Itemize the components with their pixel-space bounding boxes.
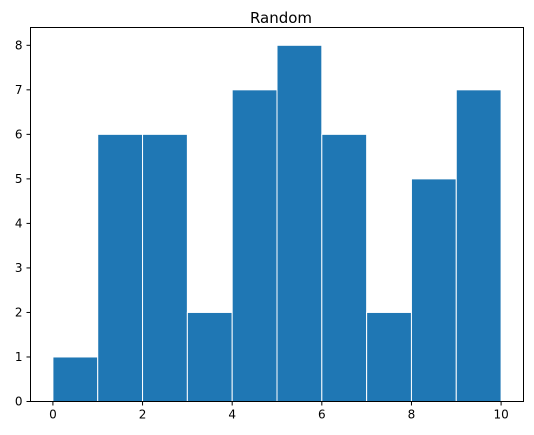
x-tick-label: 0: [49, 408, 57, 422]
y-tick-label: 5: [15, 172, 23, 186]
x-tick-label: 6: [318, 408, 326, 422]
y-tick-label: 3: [15, 261, 23, 275]
y-axis: 0 1 2 3 4 5 6 7 8: [15, 38, 31, 409]
plot-frame: [30, 27, 524, 402]
histogram-bar: [142, 133, 188, 402]
histogram-bar: [455, 89, 502, 402]
histogram-bar: [186, 311, 233, 403]
histogram-bar: [366, 311, 412, 403]
x-tick-label: 10: [493, 408, 508, 422]
y-tick-label: 0: [15, 395, 23, 409]
x-tick-label: 2: [139, 408, 147, 422]
chart-title: Random: [250, 9, 312, 27]
x-tick-label: 8: [408, 408, 416, 422]
histogram-bar: [410, 178, 457, 402]
y-tick-label: 7: [15, 83, 23, 97]
y-tick-label: 8: [15, 38, 23, 52]
x-axis: 0 2 4 6 8 10: [49, 401, 509, 422]
y-tick-label: 4: [15, 216, 23, 230]
y-tick-label: 1: [15, 350, 23, 364]
y-tick-label: 2: [15, 305, 23, 319]
y-tick-label: 6: [15, 127, 23, 141]
histogram-bar: [321, 133, 368, 402]
histogram-bar: [52, 356, 99, 403]
bars-group: [52, 44, 502, 403]
histogram-bar: [276, 44, 323, 403]
histogram-bar: [231, 89, 278, 402]
x-tick-label: 4: [228, 408, 236, 422]
histogram-bar: [97, 133, 144, 402]
